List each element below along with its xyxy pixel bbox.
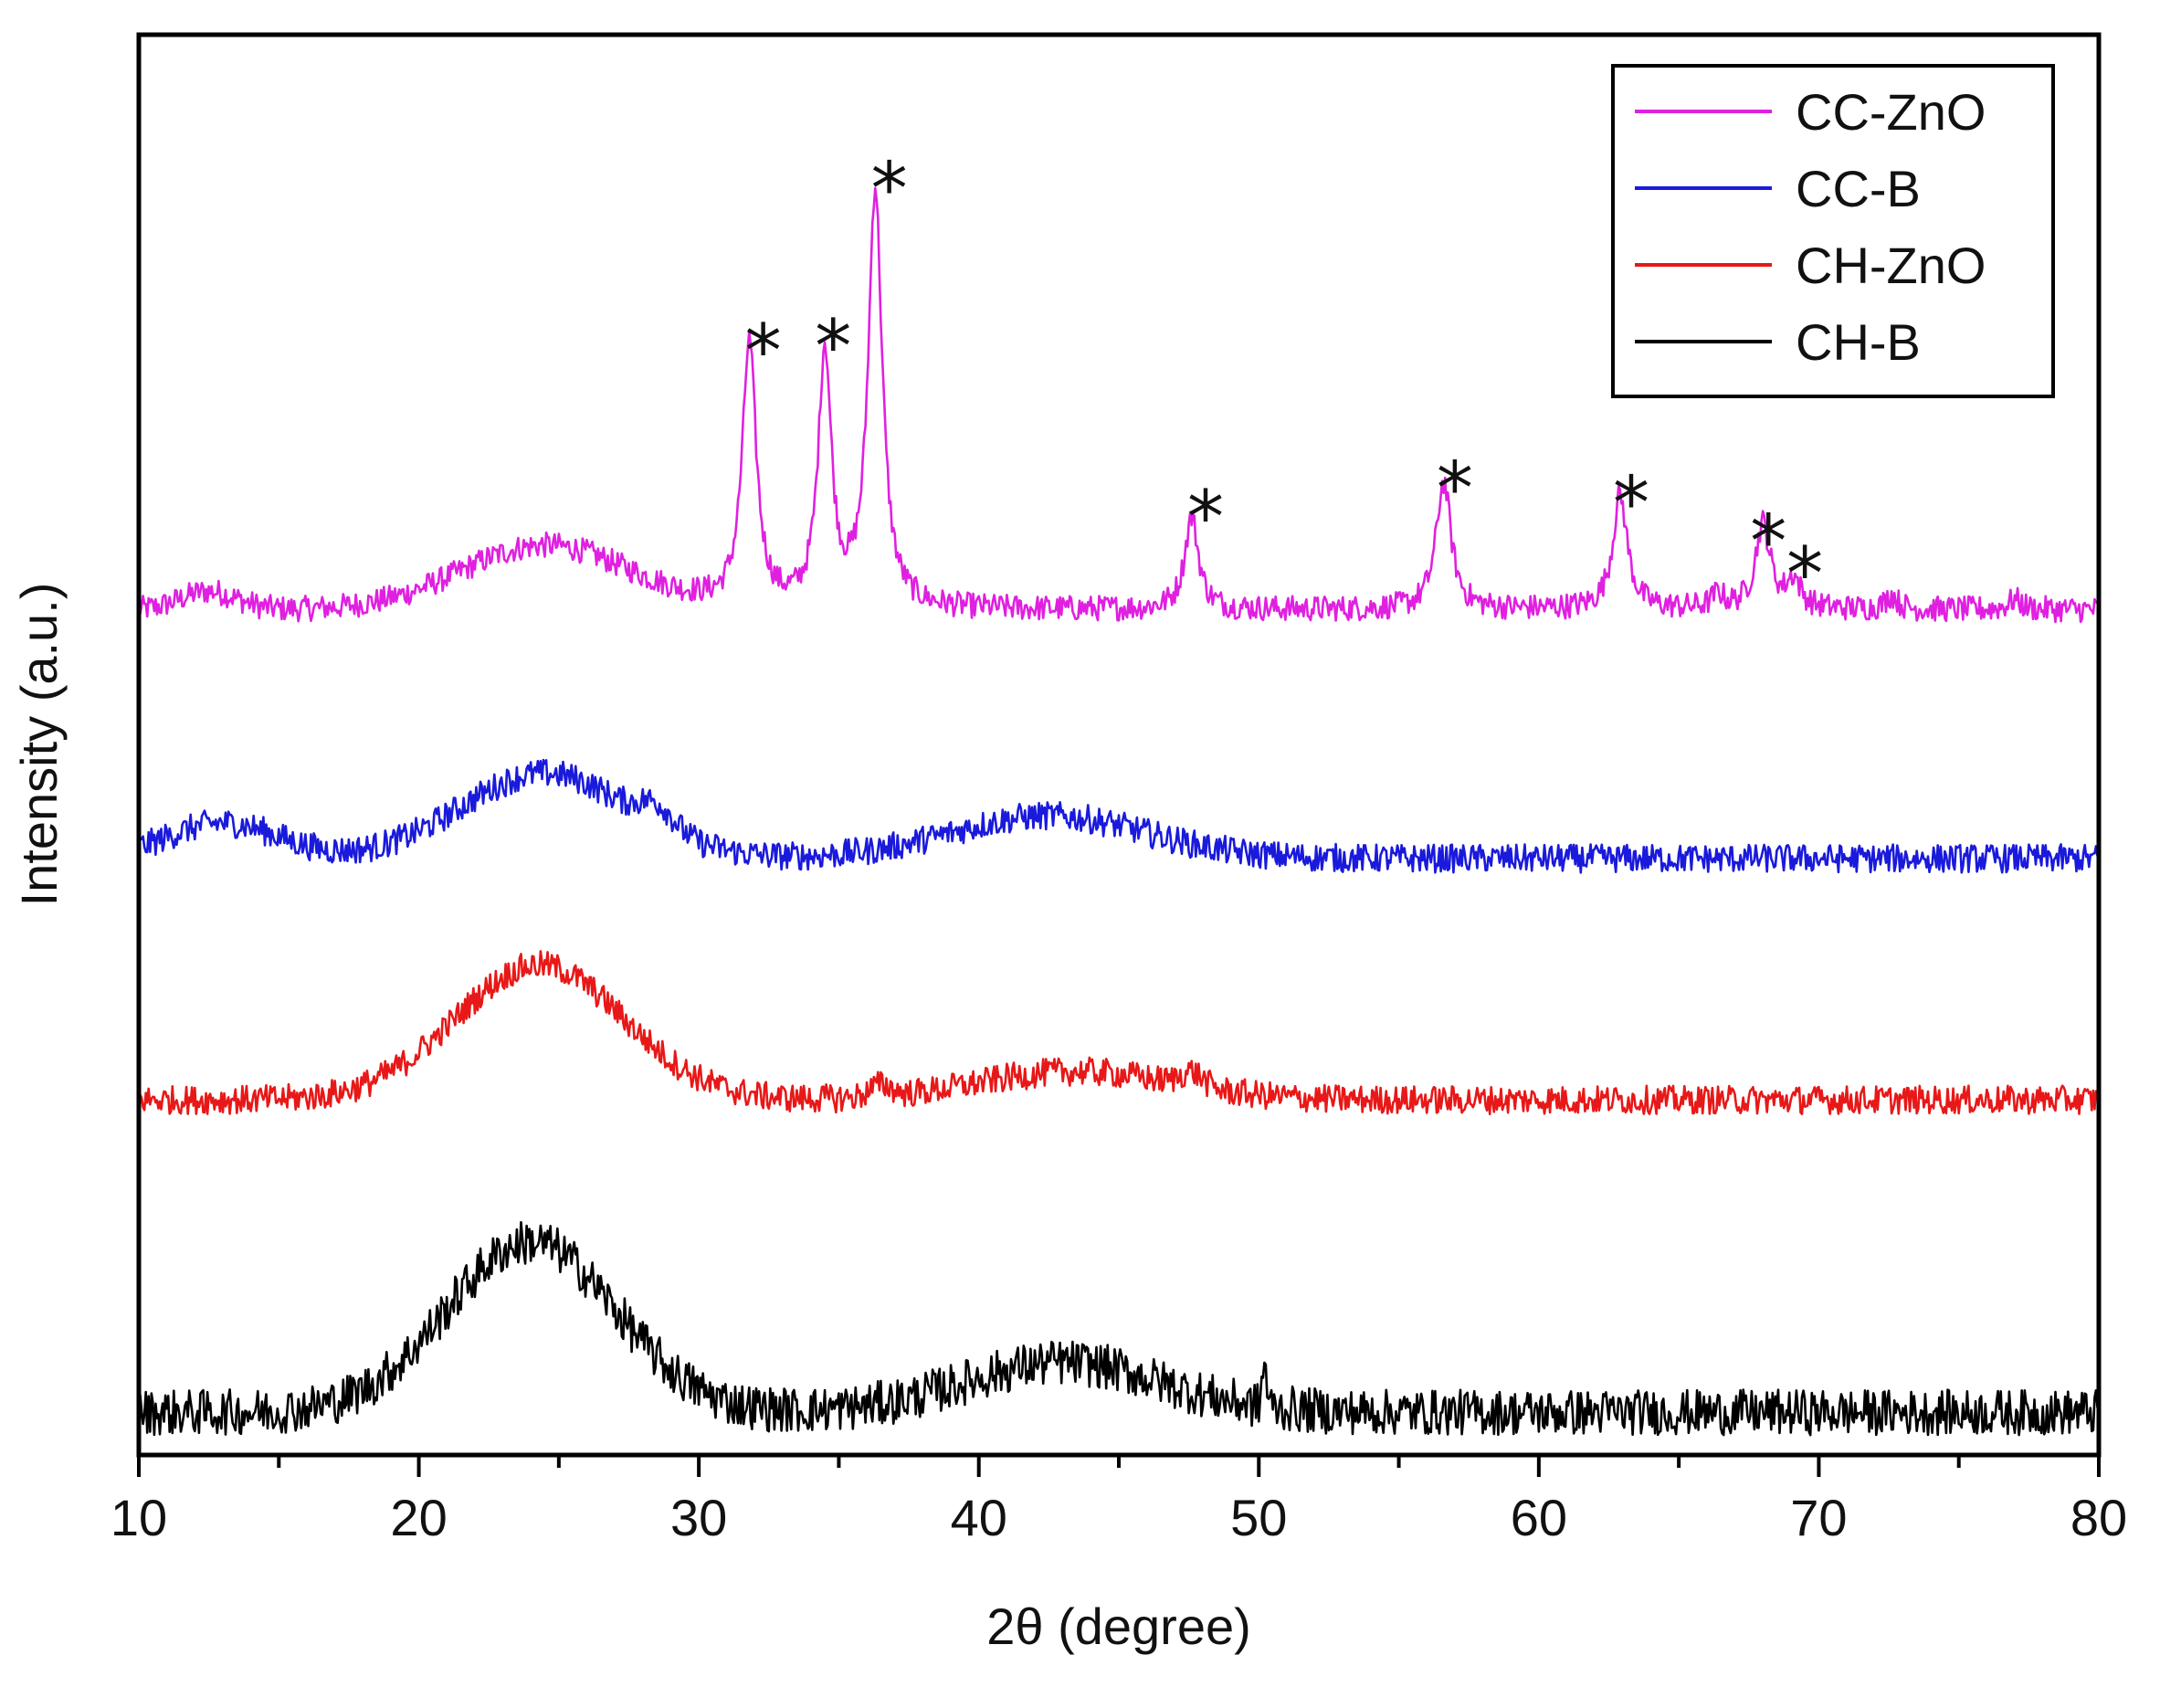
series-layer xyxy=(137,186,2101,1437)
y-axis-title: Intensity (a.u.) xyxy=(10,583,68,907)
peak-marker: * xyxy=(745,309,782,394)
x-axis-ticks: 10 20 30 40 50 60 70 80 xyxy=(111,1455,2127,1546)
x-tick-label: 50 xyxy=(1230,1489,1287,1546)
series-line-cc-zno xyxy=(137,186,2100,624)
peak-marker: * xyxy=(1187,475,1224,560)
legend-label-ch-zno: CH-ZnO xyxy=(1796,237,1986,294)
x-tick-label: 20 xyxy=(390,1489,447,1546)
x-tick-label: 60 xyxy=(1511,1489,1567,1546)
x-tick-label: 30 xyxy=(670,1489,727,1546)
series-line-ch-b xyxy=(137,1220,2101,1437)
x-tick-label: 40 xyxy=(951,1489,1007,1546)
x-tick-label: 80 xyxy=(2070,1489,2127,1546)
legend-label-cc-b: CC-B xyxy=(1796,160,1921,217)
series-line-ch-zno xyxy=(138,950,2101,1116)
x-tick-label: 70 xyxy=(1790,1489,1847,1546)
peak-markers: * *** * * * * xyxy=(745,147,1823,617)
peak-marker: * xyxy=(871,147,908,232)
x-axis-title: 2θ (degree) xyxy=(986,1597,1251,1655)
legend-items: CC-ZnO CC-B CH-ZnO CH-B xyxy=(1635,83,1986,371)
legend: CC-ZnO CC-B CH-ZnO CH-B xyxy=(1611,64,2055,398)
peak-marker: * xyxy=(1750,499,1786,584)
peak-marker: * xyxy=(815,304,851,389)
peak-marker: * xyxy=(1613,460,1649,545)
legend-label-cc-zno: CC-ZnO xyxy=(1796,83,1986,141)
peak-marker: * xyxy=(1786,532,1823,617)
series-line-cc-b xyxy=(137,758,2101,874)
legend-label-ch-b: CH-B xyxy=(1796,313,1921,371)
peak-marker: * xyxy=(1437,447,1473,532)
x-tick-label: 10 xyxy=(111,1489,167,1546)
